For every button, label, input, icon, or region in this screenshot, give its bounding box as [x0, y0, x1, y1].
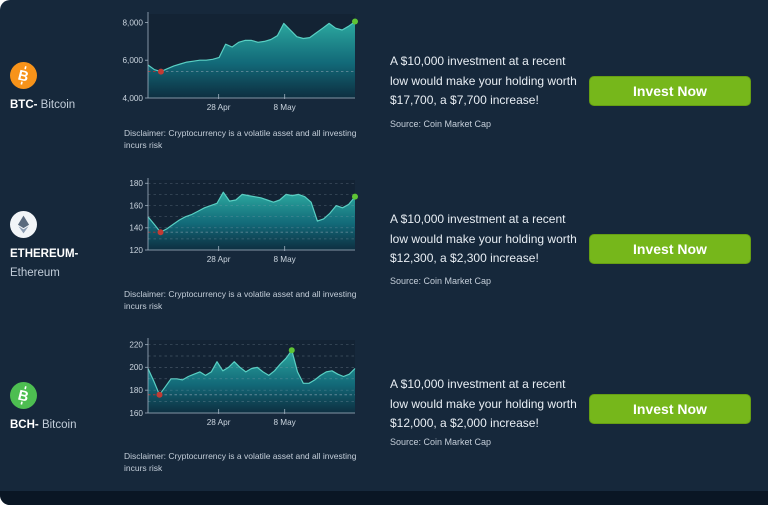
coin-label-bch: BCH- Bitcoin	[10, 416, 114, 435]
invest-now-label: Invest Now	[633, 241, 707, 257]
source-text: Source: Coin Market Cap	[390, 119, 492, 129]
bitcoin-b-glyph: B	[16, 68, 30, 86]
bch-price-chart: 220 200 180 160 28 Apr 8 May	[129, 338, 356, 427]
coin-block-eth: ETHEREUM- Ethereum	[10, 211, 114, 283]
coin-name: Bitcoin	[38, 419, 77, 431]
btc-price-chart: 8,000 6,000 4,000 28 Apr 8 May	[123, 12, 358, 112]
invest-now-button-eth[interactable]: Invest Now	[589, 234, 751, 264]
svg-text:6,000: 6,000	[123, 56, 144, 65]
invest-now-label: Invest Now	[633, 83, 707, 99]
invest-now-button-btc[interactable]: Invest Now	[589, 76, 751, 106]
coin-label-eth: ETHEREUM- Ethereum	[10, 245, 114, 283]
svg-text:120: 120	[129, 246, 143, 255]
svg-text:8,000: 8,000	[123, 18, 144, 27]
disclaimer-text: Disclaimer: Cryptocurrency is a volatile…	[124, 289, 357, 311]
invest-now-button-bch[interactable]: Invest Now	[589, 394, 751, 424]
bitcoin-icon: B	[10, 62, 37, 89]
eth-price-chart: 180 160 140 120 28 Apr 8 May	[129, 178, 358, 264]
coin-block-btc: B BTC- Bitcoin	[10, 62, 114, 115]
bottom-edge-bar	[0, 491, 768, 505]
coin-symbol: ETHEREUM-	[10, 248, 79, 260]
investment-pitch-text: A $10,000 investment at a recent low wou…	[390, 212, 577, 265]
coin-symbol: BCH-	[10, 419, 39, 431]
source-text: Source: Coin Market Cap	[390, 437, 492, 447]
coin-name: Ethereum	[10, 267, 60, 279]
svg-text:8 May: 8 May	[273, 103, 296, 112]
svg-text:180: 180	[129, 179, 143, 188]
svg-text:28 Apr: 28 Apr	[207, 255, 231, 264]
svg-text:140: 140	[129, 224, 143, 233]
ethereum-icon	[10, 211, 37, 238]
source-text: Source: Coin Market Cap	[390, 276, 492, 286]
coin-label-btc: BTC- Bitcoin	[10, 96, 114, 115]
svg-text:8 May: 8 May	[273, 255, 296, 264]
disclaimer-text: Disclaimer: Cryptocurrency is a volatile…	[124, 451, 357, 473]
bitcoin-b-glyph: B	[16, 388, 30, 406]
investment-pitch-text: A $10,000 investment at a recent low wou…	[390, 54, 577, 107]
svg-text:28 Apr: 28 Apr	[207, 103, 231, 112]
svg-text:220: 220	[129, 340, 143, 349]
bitcoin-cash-icon: B	[10, 382, 37, 409]
disclaimer-text: Disclaimer: Cryptocurrency is a volatile…	[124, 128, 357, 150]
invest-now-label: Invest Now	[633, 401, 707, 417]
investment-pitch-text: A $10,000 investment at a recent low wou…	[390, 377, 577, 430]
svg-text:8 May: 8 May	[273, 418, 296, 427]
coin-symbol: BTC-	[10, 99, 38, 111]
coin-block-bch: B BCH- Bitcoin	[10, 382, 114, 435]
svg-text:200: 200	[129, 363, 143, 372]
svg-text:4,000: 4,000	[123, 94, 144, 103]
coin-name: Bitcoin	[37, 99, 76, 111]
svg-text:180: 180	[129, 386, 143, 395]
svg-text:160: 160	[129, 409, 143, 418]
svg-text:28 Apr: 28 Apr	[207, 418, 231, 427]
svg-text:160: 160	[129, 201, 143, 210]
